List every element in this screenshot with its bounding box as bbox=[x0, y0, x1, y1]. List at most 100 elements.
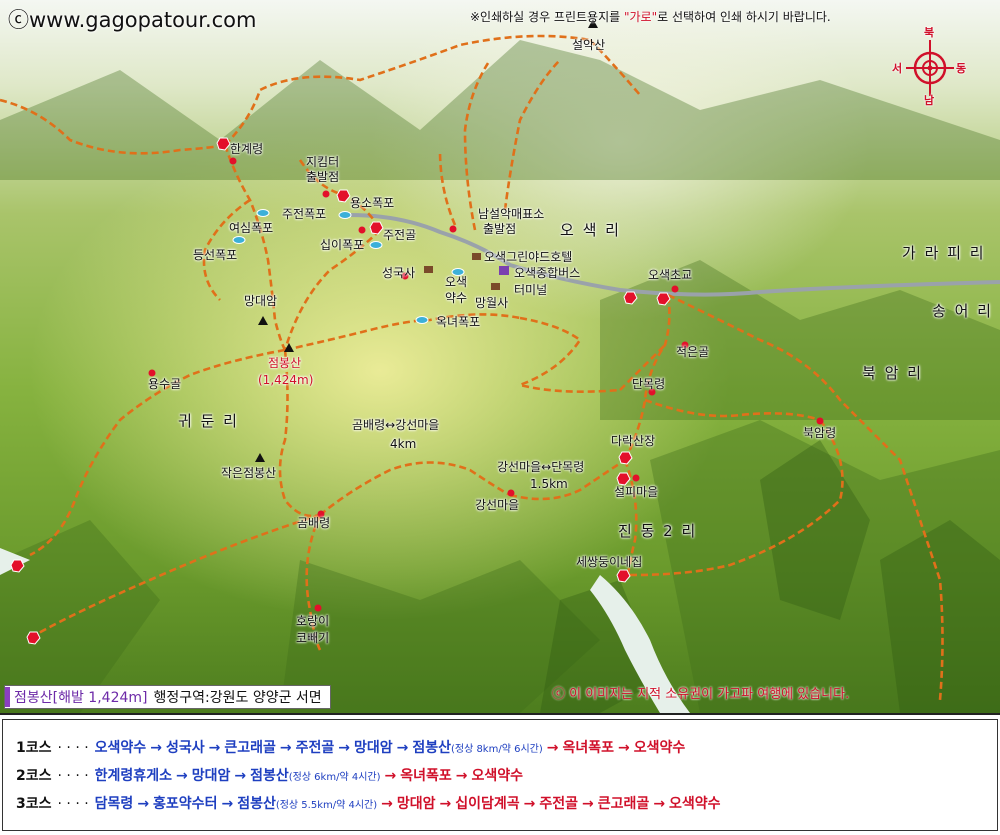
course-step: 점봉산 bbox=[250, 768, 289, 784]
compass-east: 동 bbox=[956, 62, 967, 75]
course-step: 옥녀폭포 bbox=[562, 740, 615, 756]
trail-map[interactable]: ⓒwww.gagopatour.com ※인쇄하실 경우 프린트용지를 "가로"… bbox=[0, 0, 1000, 713]
course-step: 오색약수 bbox=[669, 796, 721, 812]
course-arrow: → bbox=[384, 768, 397, 784]
label-horangi: 호랑이 bbox=[296, 614, 330, 628]
course-arrow: → bbox=[653, 796, 666, 812]
label-yaksu: 약수 bbox=[445, 291, 468, 305]
course-step: 성국사 bbox=[165, 740, 205, 756]
label-osaek: 오색 bbox=[445, 275, 468, 289]
compass-north: 북 bbox=[924, 26, 935, 39]
mountain-info-box: 점봉산[해발 1,424m] 행정구역:강원도 양양군 서면 bbox=[4, 685, 331, 709]
course-step-note: (정상 8km/약 6시간) bbox=[450, 744, 543, 755]
label-danmokryeong: 단목령 bbox=[632, 377, 666, 391]
course-step: 주전골 bbox=[539, 796, 579, 812]
course-arrow: → bbox=[523, 796, 536, 812]
label-kobbaegi: 코빼기 bbox=[296, 631, 330, 645]
label-seolpi: 설피마을 bbox=[614, 485, 659, 499]
course-step: 한계령휴게소 bbox=[94, 768, 172, 784]
course-arrow: → bbox=[150, 740, 162, 756]
label-hangyeryeong: 한계령 bbox=[230, 142, 264, 156]
course-dots: · · · · bbox=[57, 768, 89, 784]
course-arrow: → bbox=[381, 796, 393, 812]
copyright-notice: ⓒ 이 이미지는 지적 소유권이 가고파 여행에 있습니다. bbox=[552, 687, 850, 702]
mountain-name: 점봉산[해발 1,424m] bbox=[14, 690, 148, 706]
course-step: 오색약수 bbox=[94, 740, 147, 756]
course-step: 망대암 bbox=[353, 740, 393, 756]
course-step: 십이담계곡 bbox=[455, 796, 520, 812]
course-arrow: → bbox=[234, 768, 247, 784]
course-3: 3코스 · · · · 담목령 → 홍포약수터 → 점봉산(정상 5.5km/약 4시간) →… bbox=[16, 793, 721, 813]
label-jeokeungol: 적은골 bbox=[676, 345, 710, 359]
label-chulbaljeom-2: 출발점 bbox=[483, 222, 517, 236]
label-yeosimpokpo: 여심폭포 bbox=[229, 221, 274, 235]
compass-south: 남 bbox=[924, 94, 935, 107]
course-arrow: → bbox=[618, 740, 630, 756]
label-osaekcho: 오색초교 bbox=[648, 268, 693, 282]
label-gombae-gangseon: 곰배령↔강선마을 bbox=[352, 418, 440, 432]
label-mangdaeam: 망대암 bbox=[244, 294, 278, 308]
course-dots: · · · · bbox=[57, 796, 89, 812]
label-dist-15km: 1.5km bbox=[530, 477, 568, 491]
site-watermark: ⓒwww.gagopatour.com bbox=[8, 8, 257, 32]
label-jindong2ri: 진 동 2 리 bbox=[618, 522, 698, 540]
label-darak: 다락산장 bbox=[611, 434, 656, 448]
course-step: 큰고래골 bbox=[597, 796, 650, 812]
label-songeori: 송 어 리 bbox=[932, 302, 993, 320]
label-jeombong-height: (1,424m) bbox=[258, 373, 314, 387]
course-step: 망대암 bbox=[191, 768, 231, 784]
label-bugamryeong: 북암령 bbox=[803, 426, 837, 440]
label-yongsugol: 용수골 bbox=[148, 377, 182, 391]
course-arrow: → bbox=[175, 768, 188, 784]
label-jeombongsan: 점봉산 bbox=[268, 356, 302, 370]
label-gangseon-danmok: 강선마을↔단목령 bbox=[497, 460, 585, 474]
label-jujeongol: 주전골 bbox=[383, 228, 417, 242]
label-deungseonpokpo: 등선폭포 bbox=[193, 248, 238, 262]
course-step: 큰고래골 bbox=[224, 740, 276, 756]
course-arrow: → bbox=[439, 796, 452, 812]
course-arrow: → bbox=[546, 740, 559, 756]
label-mangwolsa: 망월사 bbox=[475, 296, 509, 310]
course-step: 주전골 bbox=[295, 740, 335, 756]
label-osaekri: 오 색 리 bbox=[560, 221, 621, 239]
course-legend: 1코스 · · · · 오색약수 → 성국사 → 큰고래골 → 주전골 → 망대암 → 점봉산(정상 8… bbox=[0, 713, 1000, 835]
course-step-note: (정상 6km/약 4시간) bbox=[288, 772, 381, 783]
course-step: 망대암 bbox=[396, 796, 436, 812]
label-gwidunri: 귀 둔 리 bbox=[178, 412, 239, 430]
label-sessangdung: 세쌍둥이네집 bbox=[576, 555, 643, 569]
course-dots: · · · · bbox=[57, 740, 89, 756]
label-chulbaljeom-1: 출발점 bbox=[306, 170, 340, 184]
course-arrow: → bbox=[338, 740, 350, 756]
label-terminal-2: 터미널 bbox=[514, 283, 548, 297]
course-arrow: → bbox=[279, 740, 292, 756]
label-gombaeryeong: 곰배령 bbox=[297, 516, 331, 530]
label-gangseonmaeul: 강선마을 bbox=[475, 498, 520, 512]
print-note: ※인쇄하실 경우 프린트용지를 "가로"로 선택하여 인쇄 하시기 바랍니다. bbox=[470, 10, 831, 24]
course-step: 점봉산 bbox=[412, 740, 451, 756]
course-2: 2코스 · · · · 한계령휴게소 → 망대암 → 점봉산(정상 6km/약 4시간) → 옥… bbox=[16, 765, 523, 785]
label-sipipokpo: 십이폭포 bbox=[320, 238, 365, 252]
course-arrow: → bbox=[455, 768, 468, 784]
course-step: 홍포약수터 bbox=[153, 796, 218, 812]
course-step-note: (정상 5.5km/약 4시간) bbox=[275, 800, 378, 811]
course-step: 오색약수 bbox=[471, 768, 524, 784]
info-bar bbox=[5, 687, 10, 707]
label-jujeonpokpo: 주전폭포 bbox=[282, 207, 327, 221]
label-garapiri: 가 라 피 리 bbox=[902, 244, 986, 262]
course-step: 오색약수 bbox=[633, 740, 686, 756]
course-number: 1코스 bbox=[16, 740, 52, 756]
label-bugamri: 북 암 리 bbox=[862, 364, 923, 382]
label-namseorak: 남설악매표소 bbox=[478, 207, 545, 221]
course-step: 담목령 bbox=[94, 796, 134, 812]
label-hotel: 오색그린야드호텔 bbox=[484, 250, 573, 264]
course-arrow: → bbox=[208, 740, 221, 756]
label-seongguksa: 성국사 bbox=[382, 266, 416, 280]
label-jageunjeombong: 작은점봉산 bbox=[221, 466, 277, 480]
label-terminal-1: 오색종합버스 bbox=[514, 266, 581, 280]
compass: 북 남 서 동 bbox=[892, 26, 967, 107]
admin-region: 행정구역:강원도 양양군 서면 bbox=[153, 690, 322, 706]
terrain-svg bbox=[0, 0, 1000, 713]
label-seoraksan: 설악산 bbox=[572, 38, 606, 52]
course-arrow: → bbox=[396, 740, 409, 756]
label-jigimteo: 지킴터 bbox=[306, 155, 340, 169]
